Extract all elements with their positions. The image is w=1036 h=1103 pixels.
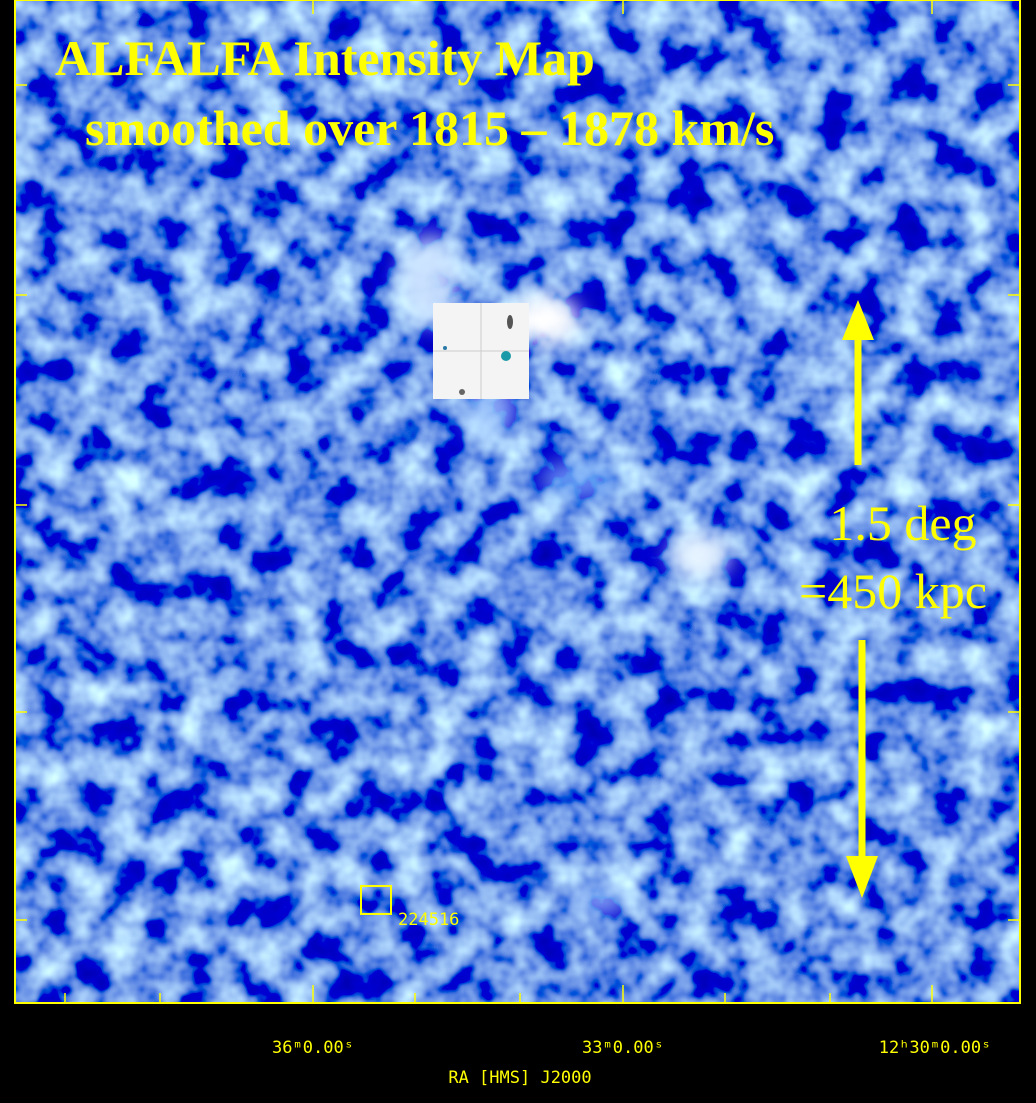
- sky-map: ALFALFA Intensity Map smoothed over 1815…: [0, 0, 1036, 1103]
- title-line-1: ALFALFA Intensity Map: [55, 30, 595, 86]
- x-axis-label: RA [HMS] J2000: [448, 1068, 591, 1088]
- optical-inset: [433, 303, 529, 399]
- page: ALFALFA Intensity Map smoothed over 1815…: [0, 0, 1036, 1103]
- source-label: 224516: [398, 910, 459, 930]
- x-tick-label: 36ᵐ0.00ˢ: [272, 1038, 354, 1058]
- scale-kpc: =450 kpc: [799, 563, 987, 619]
- title-line-2: smoothed over 1815 – 1878 km/s: [85, 100, 774, 156]
- x-tick-label: 12ʰ30ᵐ0.00ˢ: [879, 1038, 992, 1058]
- x-tick-label: 33ᵐ0.00ˢ: [582, 1038, 664, 1058]
- scale-degrees: 1.5 deg: [829, 495, 976, 551]
